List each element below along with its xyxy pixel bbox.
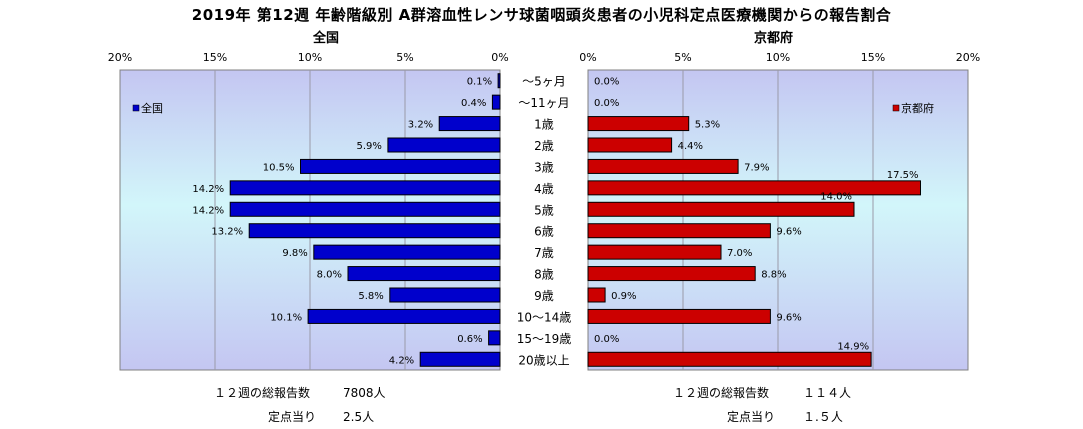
national-total-label: １２週の総報告数 xyxy=(214,386,311,400)
national-bar xyxy=(419,351,501,367)
national-value-label: 13.2% xyxy=(211,227,243,238)
national-tick-label: 10% xyxy=(298,51,322,64)
national-tick-label: 0% xyxy=(491,51,508,64)
national-value-label: 0.6% xyxy=(457,334,482,345)
kyoto-value-label: 17.5% xyxy=(887,170,919,181)
national-bar xyxy=(497,73,501,89)
age-category-label: ～11ヶ月 xyxy=(518,96,569,110)
chart-title: 2019年 第12週 年齢階級別 A群溶血性レンサ球菌咽頭炎患者の小児科定点医療… xyxy=(191,6,892,24)
kyoto-value-label: 9.6% xyxy=(776,312,801,323)
kyoto-bar xyxy=(587,308,771,324)
national-bar xyxy=(248,223,501,239)
national-per-label: 定点当り xyxy=(268,410,317,424)
kyoto-bar xyxy=(587,137,673,153)
age-category-label: 5歳 xyxy=(534,203,554,217)
kyoto-tick-label: 5% xyxy=(674,51,691,64)
national-tick-label: 5% xyxy=(396,51,413,64)
national-per-value: 2.5人 xyxy=(343,410,375,424)
kyoto-total-label: １２週の総報告数 xyxy=(673,386,770,400)
kyoto-value-label: 14.0% xyxy=(820,191,852,202)
kyoto-tick-label: 15% xyxy=(861,51,885,64)
kyoto-value-label: 4.4% xyxy=(678,141,703,152)
age-category-label: 2歳 xyxy=(534,139,554,153)
kyoto-value-label: 14.9% xyxy=(837,341,869,352)
national-bar xyxy=(229,180,501,196)
age-category-label: 3歳 xyxy=(534,160,554,174)
national-bar xyxy=(488,330,501,346)
national-value-label: 0.4% xyxy=(461,98,486,109)
national-value-label: 14.2% xyxy=(192,205,224,216)
national-total-value: 7808人 xyxy=(343,386,386,400)
national-value-label: 10.1% xyxy=(270,312,302,323)
national-tick-label: 20% xyxy=(108,51,132,64)
kyoto-value-label: 9.6% xyxy=(776,227,801,238)
kyoto-bar xyxy=(587,223,771,239)
national-legend-swatch xyxy=(132,104,140,112)
kyoto-bar xyxy=(587,116,690,132)
national-value-label: 5.8% xyxy=(358,291,383,302)
kyoto-value-label: 0.0% xyxy=(594,77,619,88)
national-value-label: 8.0% xyxy=(317,270,342,281)
national-value-label: 10.5% xyxy=(263,162,295,173)
national-value-label: 0.1% xyxy=(467,77,492,88)
kyoto-value-label: 0.9% xyxy=(611,291,636,302)
kyoto-tick-label: 0% xyxy=(579,51,596,64)
national-value-label: 14.2% xyxy=(192,184,224,195)
age-category-label: 10～14歳 xyxy=(517,310,572,324)
kyoto-total-value: １１４人 xyxy=(803,386,852,400)
national-value-label: 9.8% xyxy=(282,248,307,259)
kyoto-value-label: 0.0% xyxy=(594,98,619,109)
national-value-label: 3.2% xyxy=(408,120,433,131)
kyoto-subtitle: 京都府 xyxy=(754,31,794,46)
kyoto-bar xyxy=(587,266,756,282)
age-category-label: 6歳 xyxy=(534,225,554,239)
kyoto-tick-label: 10% xyxy=(766,51,790,64)
kyoto-per-value: １.５人 xyxy=(803,410,843,424)
kyoto-legend-label: 京都府 xyxy=(901,101,934,115)
age-category-label: 15～19歳 xyxy=(517,332,572,346)
kyoto-bar xyxy=(587,158,739,174)
kyoto-bar xyxy=(587,180,921,196)
age-category-label: 4歳 xyxy=(534,182,554,196)
age-category-label: 7歳 xyxy=(534,246,554,260)
age-category-label: 8歳 xyxy=(534,268,554,282)
kyoto-bar xyxy=(587,351,872,367)
national-bar xyxy=(300,158,501,174)
national-subtitle: 全国 xyxy=(313,31,340,46)
kyoto-bar xyxy=(587,244,722,260)
kyoto-value-label: 7.9% xyxy=(744,162,769,173)
national-bar xyxy=(313,244,501,260)
kyoto-tick-label: 20% xyxy=(956,51,980,64)
national-bar xyxy=(491,94,501,110)
age-category-label: 20歳以上 xyxy=(518,353,569,367)
kyoto-per-label: 定点当り xyxy=(727,410,776,424)
national-legend-label: 全国 xyxy=(141,101,163,115)
age-category-label: ～5ヶ月 xyxy=(522,75,566,89)
national-tick-label: 15% xyxy=(203,51,227,64)
national-bar xyxy=(307,308,501,324)
national-bar xyxy=(387,137,501,153)
kyoto-bar xyxy=(587,287,606,303)
kyoto-value-label: 7.0% xyxy=(727,248,752,259)
kyoto-legend-swatch xyxy=(892,104,900,112)
kyoto-value-label: 5.3% xyxy=(695,120,720,131)
age-category-label: 9歳 xyxy=(534,289,554,303)
age-category-label: 1歳 xyxy=(534,118,554,132)
kyoto-value-label: 0.0% xyxy=(594,334,619,345)
national-value-label: 4.2% xyxy=(389,355,414,366)
national-bar xyxy=(438,116,501,132)
national-bar xyxy=(389,287,501,303)
national-bar xyxy=(229,201,501,217)
kyoto-bar xyxy=(587,201,855,217)
national-bar xyxy=(347,266,501,282)
national-value-label: 5.9% xyxy=(356,141,381,152)
kyoto-value-label: 8.8% xyxy=(761,270,786,281)
